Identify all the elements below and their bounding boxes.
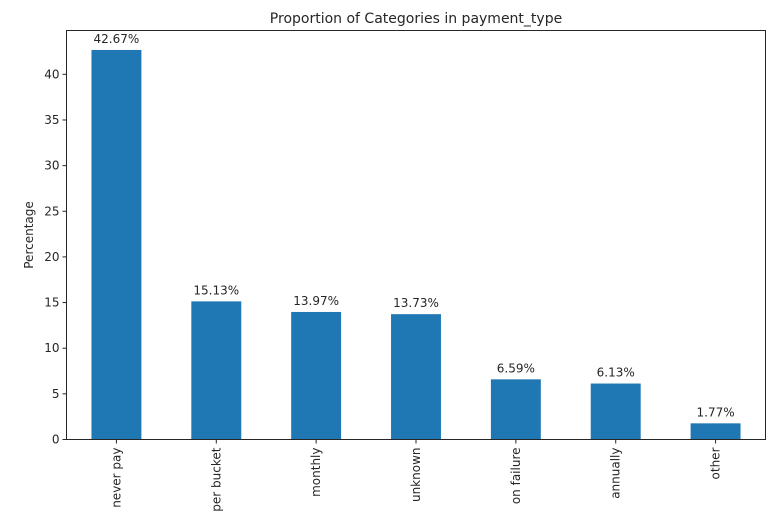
plot-frame	[66, 30, 766, 440]
y-tick-label: 25	[44, 204, 59, 218]
y-tick-label: 0	[52, 433, 60, 447]
data-labels: 42.67% 15.13% 13.97% 13.73% 6.59% 6.13% 1.77%	[94, 32, 735, 419]
chart-title: Proportion of Categories in payment_type	[270, 11, 562, 27]
bar-unknown	[391, 314, 441, 440]
data-label: 13.73%	[393, 296, 439, 310]
y-tick-label: 35	[44, 113, 59, 127]
bar-annually	[590, 383, 641, 440]
bars	[91, 49, 741, 440]
y-axis-label: Percentage	[22, 201, 36, 269]
data-label: 6.13%	[597, 366, 635, 380]
bar-per-bucket	[191, 301, 242, 440]
bar-never-pay	[91, 49, 142, 440]
y-tick-label: 5	[52, 387, 60, 401]
y-axis-ticks: 0 5 10 15 20 25 30 35 40	[44, 67, 67, 447]
x-tick-label: unknown	[409, 448, 423, 503]
y-tick-label: 15	[44, 296, 59, 310]
x-tick-label: monthly	[309, 448, 323, 497]
data-label: 1.77%	[697, 405, 735, 419]
y-tick-label: 40	[44, 67, 59, 81]
x-tick-label: annually	[609, 448, 623, 499]
y-tick-label: 30	[44, 159, 59, 173]
data-label: 6.59%	[497, 361, 535, 375]
data-label: 42.67%	[94, 32, 140, 46]
x-tick-label: on failure	[509, 448, 523, 505]
y-tick-label: 20	[44, 250, 59, 264]
data-label: 15.13%	[193, 283, 239, 297]
bar-monthly	[291, 311, 342, 440]
data-label: 13.97%	[293, 294, 339, 308]
x-tick-label: never pay	[109, 448, 123, 508]
y-tick-label: 10	[44, 341, 59, 355]
bar-on-failure	[490, 379, 541, 440]
x-tick-label: per bucket	[209, 447, 223, 511]
bar-other	[690, 423, 741, 440]
x-axis-ticks: never pay per bucket monthly unknown on fail…	[109, 439, 723, 512]
x-tick-label: other	[709, 447, 723, 479]
